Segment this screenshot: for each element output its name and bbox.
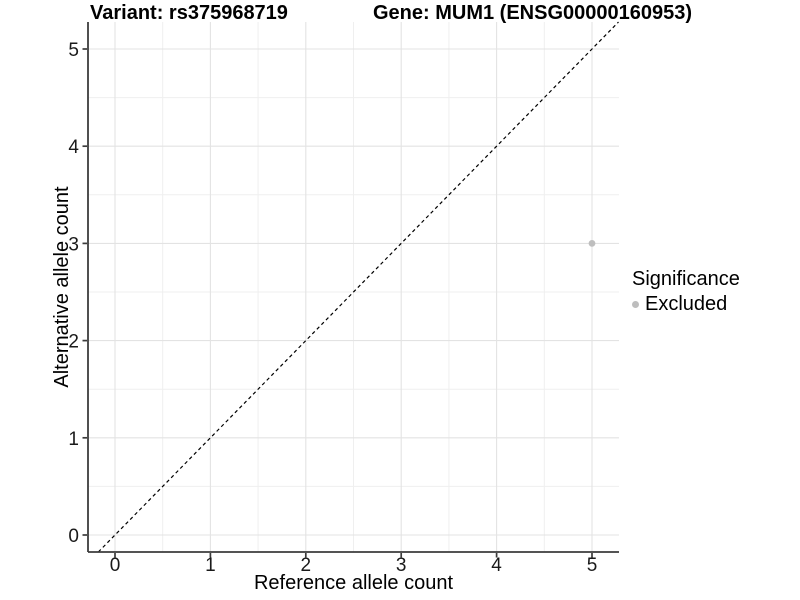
legend-title: Significance (632, 268, 740, 290)
x-tick-label: 5 (587, 555, 598, 576)
y-tick-label: 2 (68, 332, 79, 353)
x-tick-label: 2 (301, 555, 312, 576)
x-axis-label: Reference allele count (253, 572, 453, 594)
minor-gridlines (88, 22, 619, 552)
y-tick-label: 4 (68, 137, 79, 158)
y-tick-label: 0 (68, 526, 79, 547)
y-tick-label: 1 (68, 429, 79, 450)
x-tick-label: 1 (205, 555, 216, 576)
legend-item-excluded: Excluded (632, 293, 740, 316)
x-tick-label: 3 (396, 555, 407, 576)
legend-marker-dot (632, 301, 639, 308)
data-point (588, 240, 596, 247)
legend: Significance Excluded (632, 268, 740, 316)
major-gridlines (88, 22, 619, 552)
y-tick-label: 5 (68, 40, 79, 61)
identity-line (97, 21, 619, 553)
x-tick-label: 4 (491, 555, 502, 576)
plot-title-gene: Gene: MUM1 (ENSG00000160953) (373, 2, 693, 24)
y-tick-label: 3 (68, 234, 79, 255)
y-axis-label: Alternative allele count (51, 186, 73, 388)
legend-item-label: Excluded (645, 293, 728, 315)
axes (82, 22, 619, 558)
plot-title-variant: Variant: rs375968719 (90, 2, 288, 24)
x-tick-label: 0 (110, 555, 121, 576)
